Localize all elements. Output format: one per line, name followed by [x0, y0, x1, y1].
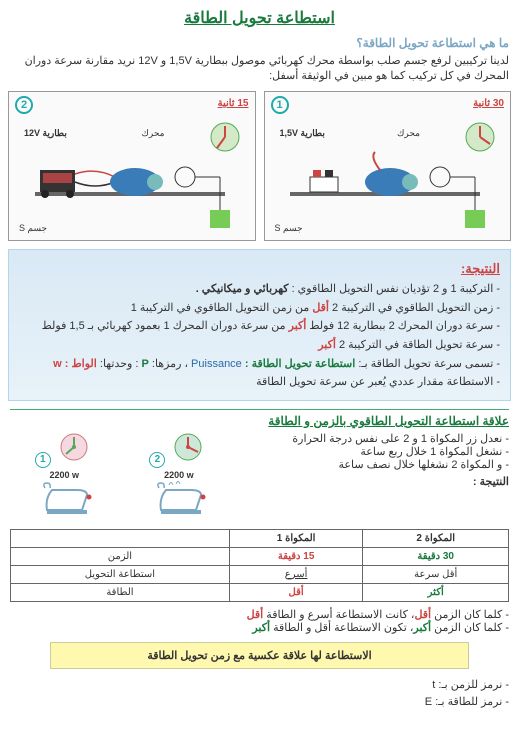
body-label: جسم S — [275, 223, 303, 234]
exp-item: و المكواة 2 نشغلها خلال نصف ساعة — [241, 458, 509, 471]
exp-item: نشغل المكواة 1 خلال ربع ساعة — [241, 445, 509, 458]
diagram-number: 1 — [271, 96, 289, 114]
divider — [10, 409, 509, 410]
conclusion-item: كلما كان الزمن أقل، كانت الاستطاعة أسرع … — [10, 608, 509, 621]
comparison-table: المكواة 2المكواة 1 30 دقيقة15 دقيقةالزمن… — [10, 529, 509, 602]
td: 30 دقيقة — [363, 547, 509, 565]
th: المكواة 1 — [229, 529, 363, 547]
highlight-box: الاستطاعة لها علاقة عكسية مع زمن تحويل ا… — [50, 642, 469, 669]
td: أسرع — [229, 565, 363, 583]
intro-question: ما هي استطاعة تحويل الطاقة؟ — [10, 36, 509, 50]
result-item: سرعة دوران المحرك 2 ببطارية 12 فولط أكبر… — [19, 317, 500, 336]
watt-label: 2200 w — [35, 470, 94, 480]
experiment-text: نعدل زر المكواة 1 و 2 على نفس درجة الحرا… — [241, 432, 509, 523]
experiment-row: نعدل زر المكواة 1 و 2 على نفس درجة الحرا… — [0, 432, 519, 523]
timer-label: 15 ثانية — [218, 98, 249, 109]
result-item: سرعة تحويل الطاقة في التركيبة 2 أكبر — [19, 336, 500, 355]
exp-result-title: النتيجة : — [241, 475, 509, 488]
td: أكثر — [363, 583, 509, 601]
section-title: علاقة استطاعة التحويل الطاقوي بالزمن و ا… — [10, 414, 509, 428]
iron-1: 1 2200 w — [35, 432, 94, 523]
diagram-2: 2 15 ثانية محرك بطارية 12V جسم S — [8, 91, 256, 241]
th: المكواة 2 — [363, 529, 509, 547]
symbols: نرمز للزمن بـ: t نرمز للطاقة بـ: E — [10, 677, 509, 712]
timer-label: 30 ثانية — [473, 98, 504, 109]
motor-setup-icon — [25, 122, 245, 232]
motor-setup-icon — [280, 122, 500, 232]
iron-number: 2 — [149, 452, 165, 468]
exp-item: نعدل زر المكواة 1 و 2 على نفس درجة الحرا… — [241, 432, 509, 445]
td: أقل — [229, 583, 363, 601]
result-item: زمن التحويل الطاقوي في التركيبة 2 أقل من… — [19, 299, 500, 318]
symbol-item: نرمز للطاقة بـ: E — [10, 694, 509, 712]
watt-label: 2200 w — [149, 470, 208, 480]
result-box: النتيجة: التركيبة 1 و 2 تؤديان نفس التحو… — [8, 249, 511, 401]
conclusion-item: كلما كان الزمن أكبر، تكون الاستطاعة أقل … — [10, 621, 509, 634]
td: الطاقة — [11, 583, 230, 601]
td: استطاعة التحويل — [11, 565, 230, 583]
td: الزمن — [11, 547, 230, 565]
iron-2: 2 2200 w — [149, 432, 208, 523]
diagram-1: 1 30 ثانية محرك بطارية 1,5V جسم S — [264, 91, 512, 241]
th — [11, 529, 230, 547]
clock-icon — [54, 432, 94, 462]
iron-number: 1 — [35, 452, 51, 468]
result-list: التركيبة 1 و 2 تؤديان نفس التحويل الطاقو… — [19, 280, 500, 392]
intro-text: لدينا تركيبين لرفع جسم صلب بواسطة محرك ك… — [10, 54, 509, 85]
page-title: استطاعة تحويل الطاقة — [0, 0, 519, 32]
iron-icon — [37, 480, 92, 520]
result-item: التركيبة 1 و 2 تؤديان نفس التحويل الطاقو… — [19, 280, 500, 299]
td: أقل سرعة — [363, 565, 509, 583]
iron-icon — [151, 480, 206, 520]
irons-col: 2 2200 w 1 2200 w — [10, 432, 233, 523]
result-item: الاستطاعة مقدار عددي يُعبر عن سرعة تحويل… — [19, 373, 500, 392]
diagram-number: 2 — [15, 96, 33, 114]
result-item: تسمى سرعة تحويل الطاقة بـ: استطاعة تحويل… — [19, 355, 500, 374]
conclusions: كلما كان الزمن أقل، كانت الاستطاعة أسرع … — [10, 608, 509, 634]
result-title: النتيجة: — [19, 258, 500, 280]
clock-icon — [168, 432, 208, 462]
symbol-item: نرمز للزمن بـ: t — [10, 677, 509, 695]
body-label: جسم S — [19, 223, 47, 234]
td: 15 دقيقة — [229, 547, 363, 565]
diagrams-row: 1 30 ثانية محرك بطارية 1,5V جسم S 2 15 ث… — [0, 91, 519, 241]
